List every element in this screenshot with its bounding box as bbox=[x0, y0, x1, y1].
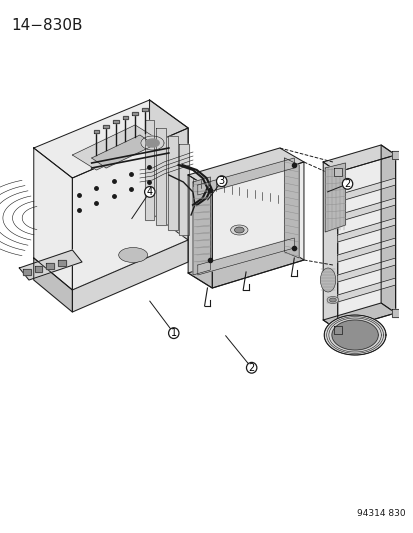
Polygon shape bbox=[337, 178, 395, 202]
Polygon shape bbox=[140, 136, 164, 150]
Polygon shape bbox=[188, 175, 212, 288]
Polygon shape bbox=[333, 168, 341, 176]
Polygon shape bbox=[72, 128, 188, 290]
Polygon shape bbox=[168, 136, 177, 230]
Polygon shape bbox=[212, 162, 303, 288]
Polygon shape bbox=[323, 145, 395, 172]
Polygon shape bbox=[337, 155, 395, 330]
Polygon shape bbox=[91, 135, 154, 168]
Text: 94314 830: 94314 830 bbox=[356, 509, 405, 518]
Polygon shape bbox=[149, 100, 188, 240]
Polygon shape bbox=[179, 144, 189, 235]
Polygon shape bbox=[331, 320, 377, 350]
Polygon shape bbox=[103, 125, 109, 128]
Text: 3: 3 bbox=[218, 176, 224, 186]
Polygon shape bbox=[132, 112, 138, 115]
Ellipse shape bbox=[230, 225, 247, 235]
Ellipse shape bbox=[168, 328, 178, 338]
Polygon shape bbox=[72, 125, 159, 170]
Ellipse shape bbox=[234, 227, 244, 233]
Polygon shape bbox=[46, 263, 54, 269]
Polygon shape bbox=[19, 250, 82, 280]
Polygon shape bbox=[197, 158, 294, 195]
Polygon shape bbox=[93, 130, 99, 133]
Ellipse shape bbox=[246, 362, 256, 373]
Polygon shape bbox=[333, 326, 341, 334]
Polygon shape bbox=[324, 163, 344, 232]
Polygon shape bbox=[34, 148, 72, 290]
Polygon shape bbox=[337, 238, 395, 262]
Polygon shape bbox=[145, 139, 159, 147]
Ellipse shape bbox=[329, 298, 335, 302]
Polygon shape bbox=[145, 120, 154, 220]
Polygon shape bbox=[192, 177, 210, 275]
Polygon shape bbox=[323, 162, 337, 330]
Ellipse shape bbox=[320, 268, 335, 292]
Polygon shape bbox=[34, 258, 72, 312]
Text: 2: 2 bbox=[248, 363, 254, 373]
Text: 14−830B: 14−830B bbox=[12, 18, 83, 33]
Polygon shape bbox=[380, 145, 395, 313]
Ellipse shape bbox=[119, 247, 147, 262]
Polygon shape bbox=[142, 108, 147, 111]
Polygon shape bbox=[35, 266, 43, 272]
Ellipse shape bbox=[144, 187, 154, 197]
Polygon shape bbox=[284, 158, 299, 258]
Polygon shape bbox=[23, 269, 31, 275]
Text: 4: 4 bbox=[146, 187, 152, 197]
Polygon shape bbox=[113, 120, 119, 123]
Polygon shape bbox=[188, 148, 303, 190]
Ellipse shape bbox=[216, 176, 226, 187]
Polygon shape bbox=[391, 151, 399, 159]
Polygon shape bbox=[337, 218, 395, 242]
Text: 1: 1 bbox=[170, 328, 176, 338]
Ellipse shape bbox=[342, 179, 352, 189]
Polygon shape bbox=[337, 278, 395, 302]
Polygon shape bbox=[197, 238, 294, 275]
Polygon shape bbox=[188, 245, 303, 288]
Polygon shape bbox=[58, 260, 65, 266]
Polygon shape bbox=[323, 315, 385, 355]
Ellipse shape bbox=[326, 296, 338, 303]
Polygon shape bbox=[337, 198, 395, 222]
Polygon shape bbox=[337, 258, 395, 282]
Polygon shape bbox=[323, 303, 395, 330]
Polygon shape bbox=[156, 128, 166, 225]
Polygon shape bbox=[391, 309, 399, 317]
Polygon shape bbox=[34, 100, 188, 178]
Polygon shape bbox=[122, 116, 128, 119]
Text: 2: 2 bbox=[344, 179, 350, 189]
Polygon shape bbox=[72, 240, 188, 312]
